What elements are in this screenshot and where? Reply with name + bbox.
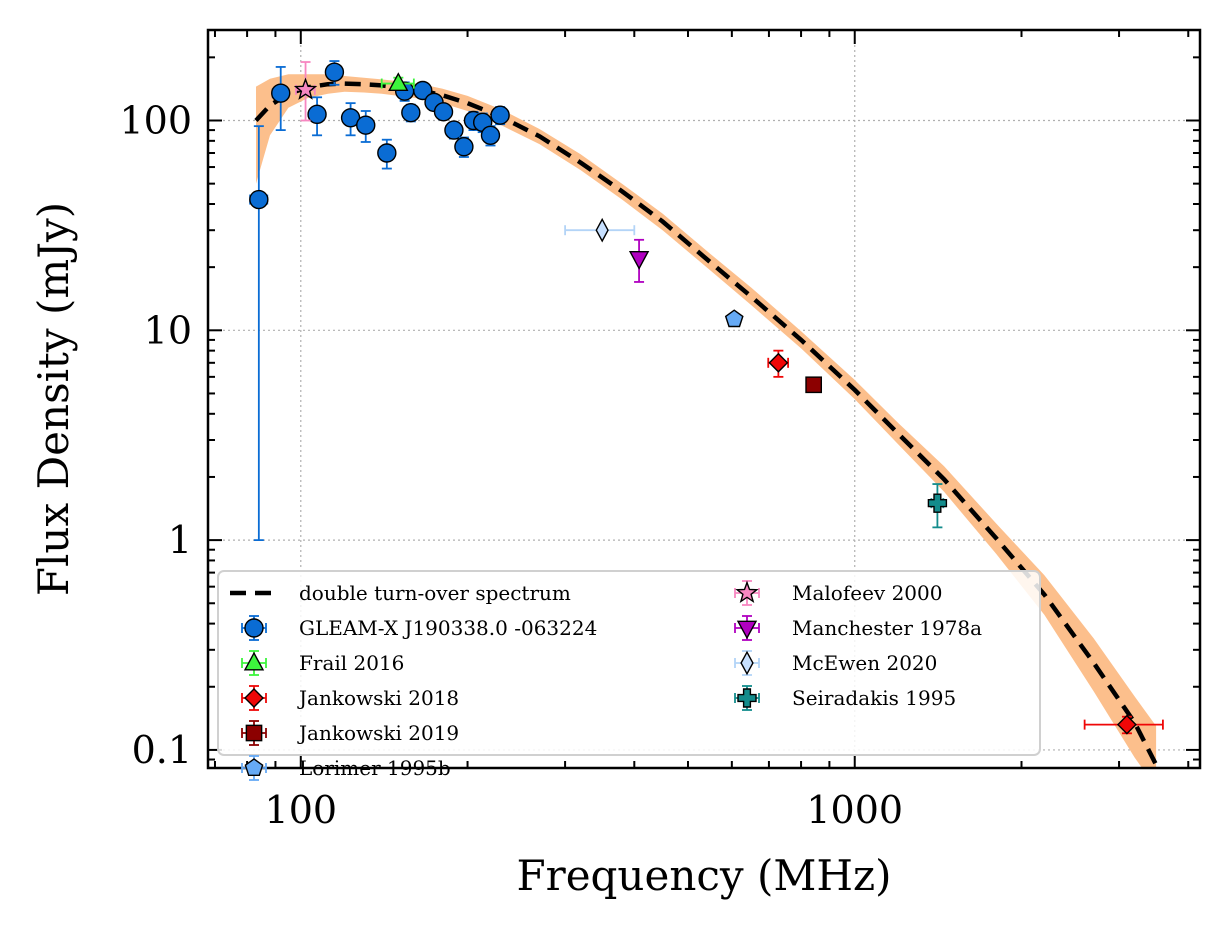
legend-label: Frail 2016 [299,651,404,675]
legend-entry: McEwen 2020 [734,650,937,676]
legend-marker [736,620,758,640]
legend-entry: double turn-over spectrum [230,581,571,605]
x-tick-label: 1000 [806,788,903,832]
series-5 [293,61,318,122]
data-point [413,80,433,101]
legend-marker [740,650,754,676]
legend-entry: Jankowski 2018 [241,685,459,711]
model-curve [254,81,1159,766]
data-points [249,60,1164,735]
data-point [293,77,318,100]
x-axis-label: Frequency (MHz) [516,851,891,900]
data-point [249,189,269,210]
legend-marker [244,618,264,638]
series-0 [249,60,510,542]
series-2 [767,349,1164,735]
series-4 [724,309,744,328]
legend-marker [737,688,757,708]
series-7 [564,217,636,243]
series-8 [927,483,948,529]
data-point [444,120,464,140]
model-line [254,81,1159,766]
data-point [805,376,823,394]
data-point [628,250,650,270]
data-point [490,105,510,125]
y-tick-label: 100 [119,99,192,143]
y-tick-label: 1 [168,518,192,562]
data-point [724,309,744,328]
data-point [768,352,789,373]
legend-marker [244,688,264,708]
axis-ticks [208,30,1200,768]
data-point [307,104,327,125]
legend-label: double turn-over spectrum [299,581,571,605]
legend-entry: Lorimer 1995b [241,755,451,781]
legend-box [217,570,1041,756]
legend-label: GLEAM-X J190338.0 -063224 [299,616,597,640]
legend-label: Seiradakis 1995 [792,686,956,710]
legend-marker [243,651,265,671]
legend-label: Jankowski 2018 [297,686,459,710]
data-point [595,217,609,243]
plot-frame [206,28,1202,770]
data-point [388,72,409,92]
legend-entry: Malofeev 2000 [734,580,942,606]
legend-marker [735,580,759,604]
legend-marker [244,758,264,776]
tick-labels: 100 1000 0.1 1 10 100 [119,99,903,832]
legend-entry: Manchester 1978a [734,615,982,641]
legend-label: Lorimer 1995b [299,756,451,780]
legend-label: Jankowski 2019 [297,721,459,745]
data-point [324,62,345,82]
legend-label: McEwen 2020 [792,651,937,675]
data-point [927,493,948,513]
legend: double turn-over spectrum GLEAM-X J190338… [217,570,1041,781]
data-point [1116,714,1137,735]
y-axis-label: Flux Density (mJy) [29,202,78,596]
y-tick-label: 10 [144,308,192,352]
x-tick-label: 100 [265,788,338,832]
legend-marker [245,724,263,742]
data-point [433,102,454,122]
data-point [377,143,397,163]
legend-label: Manchester 1978a [792,616,982,640]
y-tick-label: 0.1 [132,728,192,772]
legend-entry: Frail 2016 [241,650,404,676]
legend-label: Malofeev 2000 [792,581,942,605]
data-point [356,115,376,135]
series-6 [628,238,650,283]
legend-entry: GLEAM-X J190338.0 -063224 [241,615,597,641]
legend-entry: Jankowski 2019 [241,720,459,746]
data-point [454,137,474,157]
series-3 [805,376,823,394]
data-point [401,102,421,123]
legend-entry: Seiradakis 1995 [734,685,956,711]
data-point [271,83,291,103]
data-point [480,125,501,146]
series-1 [380,72,415,92]
